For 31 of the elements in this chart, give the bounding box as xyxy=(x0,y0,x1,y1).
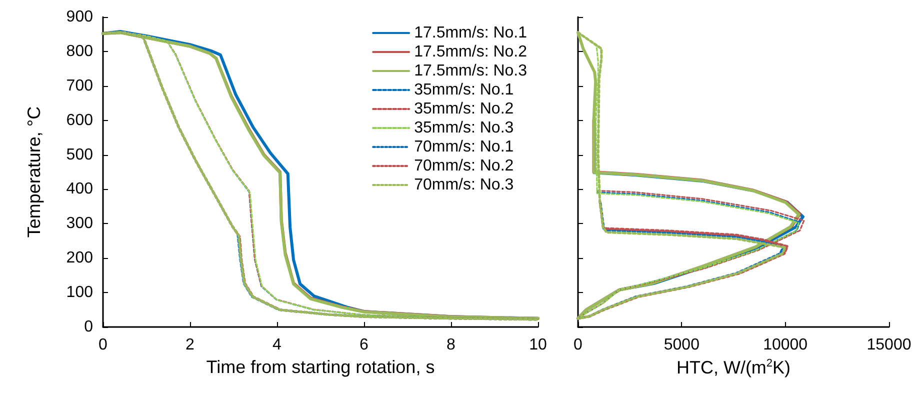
y-tick-label: 400 xyxy=(66,180,94,198)
y-tick-label: 800 xyxy=(66,42,94,60)
y-tick-label: 100 xyxy=(66,284,94,302)
y-tick-label: 900 xyxy=(66,8,94,26)
y-axis-title: Temperature, °C xyxy=(24,106,44,238)
y-tick-label: 0 xyxy=(84,318,94,336)
x-tick-label: 0 xyxy=(98,336,108,354)
x-tick-label: 10000 xyxy=(763,336,808,354)
x-tick-label: 8 xyxy=(446,336,456,354)
x-axis-title: Time from starting rotation, s xyxy=(206,356,435,377)
x-tick-label: 5000 xyxy=(664,336,700,354)
y-tick-label: 600 xyxy=(66,112,94,129)
y-tick-label: 200 xyxy=(66,250,94,267)
x-tick-label: 10 xyxy=(529,336,547,354)
legend-label: 17.5mm/s: No.2 xyxy=(414,44,528,60)
y-tick-label: 700 xyxy=(66,77,94,94)
x-tick-label: 2 xyxy=(186,336,195,354)
legend-label: 35mm/s: No.3 xyxy=(414,120,514,136)
y-tick-label: 300 xyxy=(66,215,94,232)
legend-label: 35mm/s: No.2 xyxy=(414,100,514,118)
legend-label: 70mm/s: No.1 xyxy=(414,138,514,156)
legend-label: 70mm/s: No.3 xyxy=(414,176,514,194)
legend-label: 17.5mm/s: No.1 xyxy=(414,24,528,42)
x-tick-label: 4 xyxy=(272,336,282,354)
legend-label: 17.5mm/s: No.3 xyxy=(414,62,528,80)
x-tick-label: 0 xyxy=(574,336,583,354)
x-tick-label: 15000 xyxy=(866,336,912,354)
legend-label: 35mm/s: No.1 xyxy=(414,82,514,98)
y-tick-label: 500 xyxy=(66,146,94,164)
x-tick-label: 6 xyxy=(360,336,369,354)
legend-label: 70mm/s: No.2 xyxy=(414,158,514,174)
